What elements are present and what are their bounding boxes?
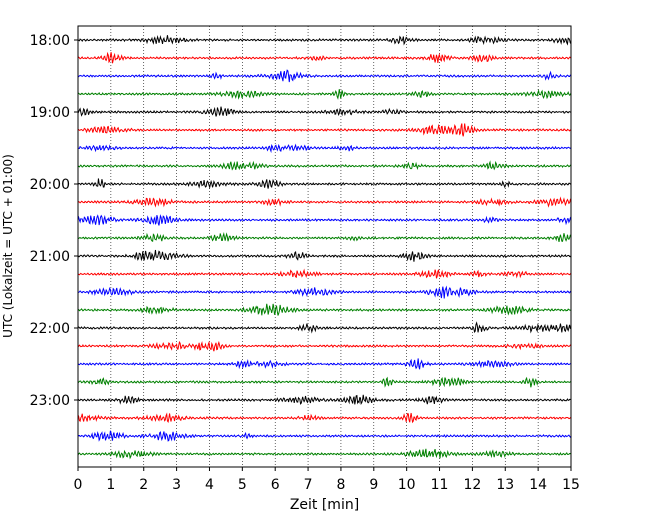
trace-11 — [77, 231, 572, 243]
trace-20 — [77, 394, 572, 406]
x-tick-label-8: 8 — [336, 477, 345, 493]
trace-9 — [77, 196, 572, 208]
seismic-traces — [77, 35, 572, 460]
trace-8 — [77, 178, 572, 190]
trace-12 — [77, 249, 572, 262]
trace-15 — [77, 303, 572, 316]
x-tick-label-14: 14 — [529, 477, 547, 493]
trace-7 — [77, 160, 572, 171]
trace-14 — [77, 285, 572, 299]
x-tick-label-2: 2 — [139, 477, 148, 493]
y-axis: 18:00 19:00 20:00 21:00 22:00 23:00 — [30, 33, 78, 409]
x-tick-label-9: 9 — [369, 477, 378, 493]
y-tick-label-1: 19:00 — [30, 105, 70, 121]
trace-21 — [77, 412, 572, 424]
trace-18 — [77, 358, 572, 370]
y-tick-label-5: 23:00 — [30, 393, 70, 409]
y-tick-label-3: 21:00 — [30, 249, 70, 265]
y-axis-title: UTC (Lokalzeit = UTC + 01:00) — [1, 154, 15, 338]
trace-3 — [77, 88, 572, 100]
x-axis: 0 1 2 3 4 5 6 7 8 9 10 11 12 13 14 15 — [74, 467, 580, 493]
x-tick-label-4: 4 — [205, 477, 214, 493]
trace-19 — [77, 376, 572, 388]
plot-frame — [78, 26, 571, 467]
x-tick-label-1: 1 — [106, 477, 115, 493]
trace-4 — [77, 106, 572, 117]
x-tick-label-15: 15 — [562, 477, 580, 493]
trace-0 — [77, 35, 572, 46]
trace-2 — [77, 69, 572, 83]
x-axis-title: Zeit [min] — [290, 497, 359, 513]
x-tick-label-0: 0 — [74, 477, 83, 493]
x-tick-label-5: 5 — [238, 477, 247, 493]
x-tick-label-10: 10 — [398, 477, 416, 493]
trace-23 — [77, 448, 572, 460]
trace-5 — [77, 123, 572, 137]
trace-6 — [77, 143, 572, 154]
x-tick-label-11: 11 — [431, 477, 449, 493]
y-tick-label-4: 22:00 — [30, 321, 70, 337]
trace-22 — [77, 430, 572, 442]
trace-17 — [77, 340, 572, 352]
y-tick-label-2: 20:00 — [30, 177, 70, 193]
plot-border — [77, 25, 572, 468]
x-tick-label-7: 7 — [304, 477, 313, 493]
trace-13 — [77, 268, 572, 279]
x-tick-label-12: 12 — [463, 477, 481, 493]
y-tick-label-0: 18:00 — [30, 33, 70, 49]
x-tick-label-3: 3 — [172, 477, 181, 493]
x-tick-label-6: 6 — [271, 477, 280, 493]
x-tick-label-13: 13 — [496, 477, 514, 493]
trace-1 — [77, 51, 572, 64]
trace-10 — [77, 214, 572, 226]
trace-16 — [77, 321, 572, 334]
